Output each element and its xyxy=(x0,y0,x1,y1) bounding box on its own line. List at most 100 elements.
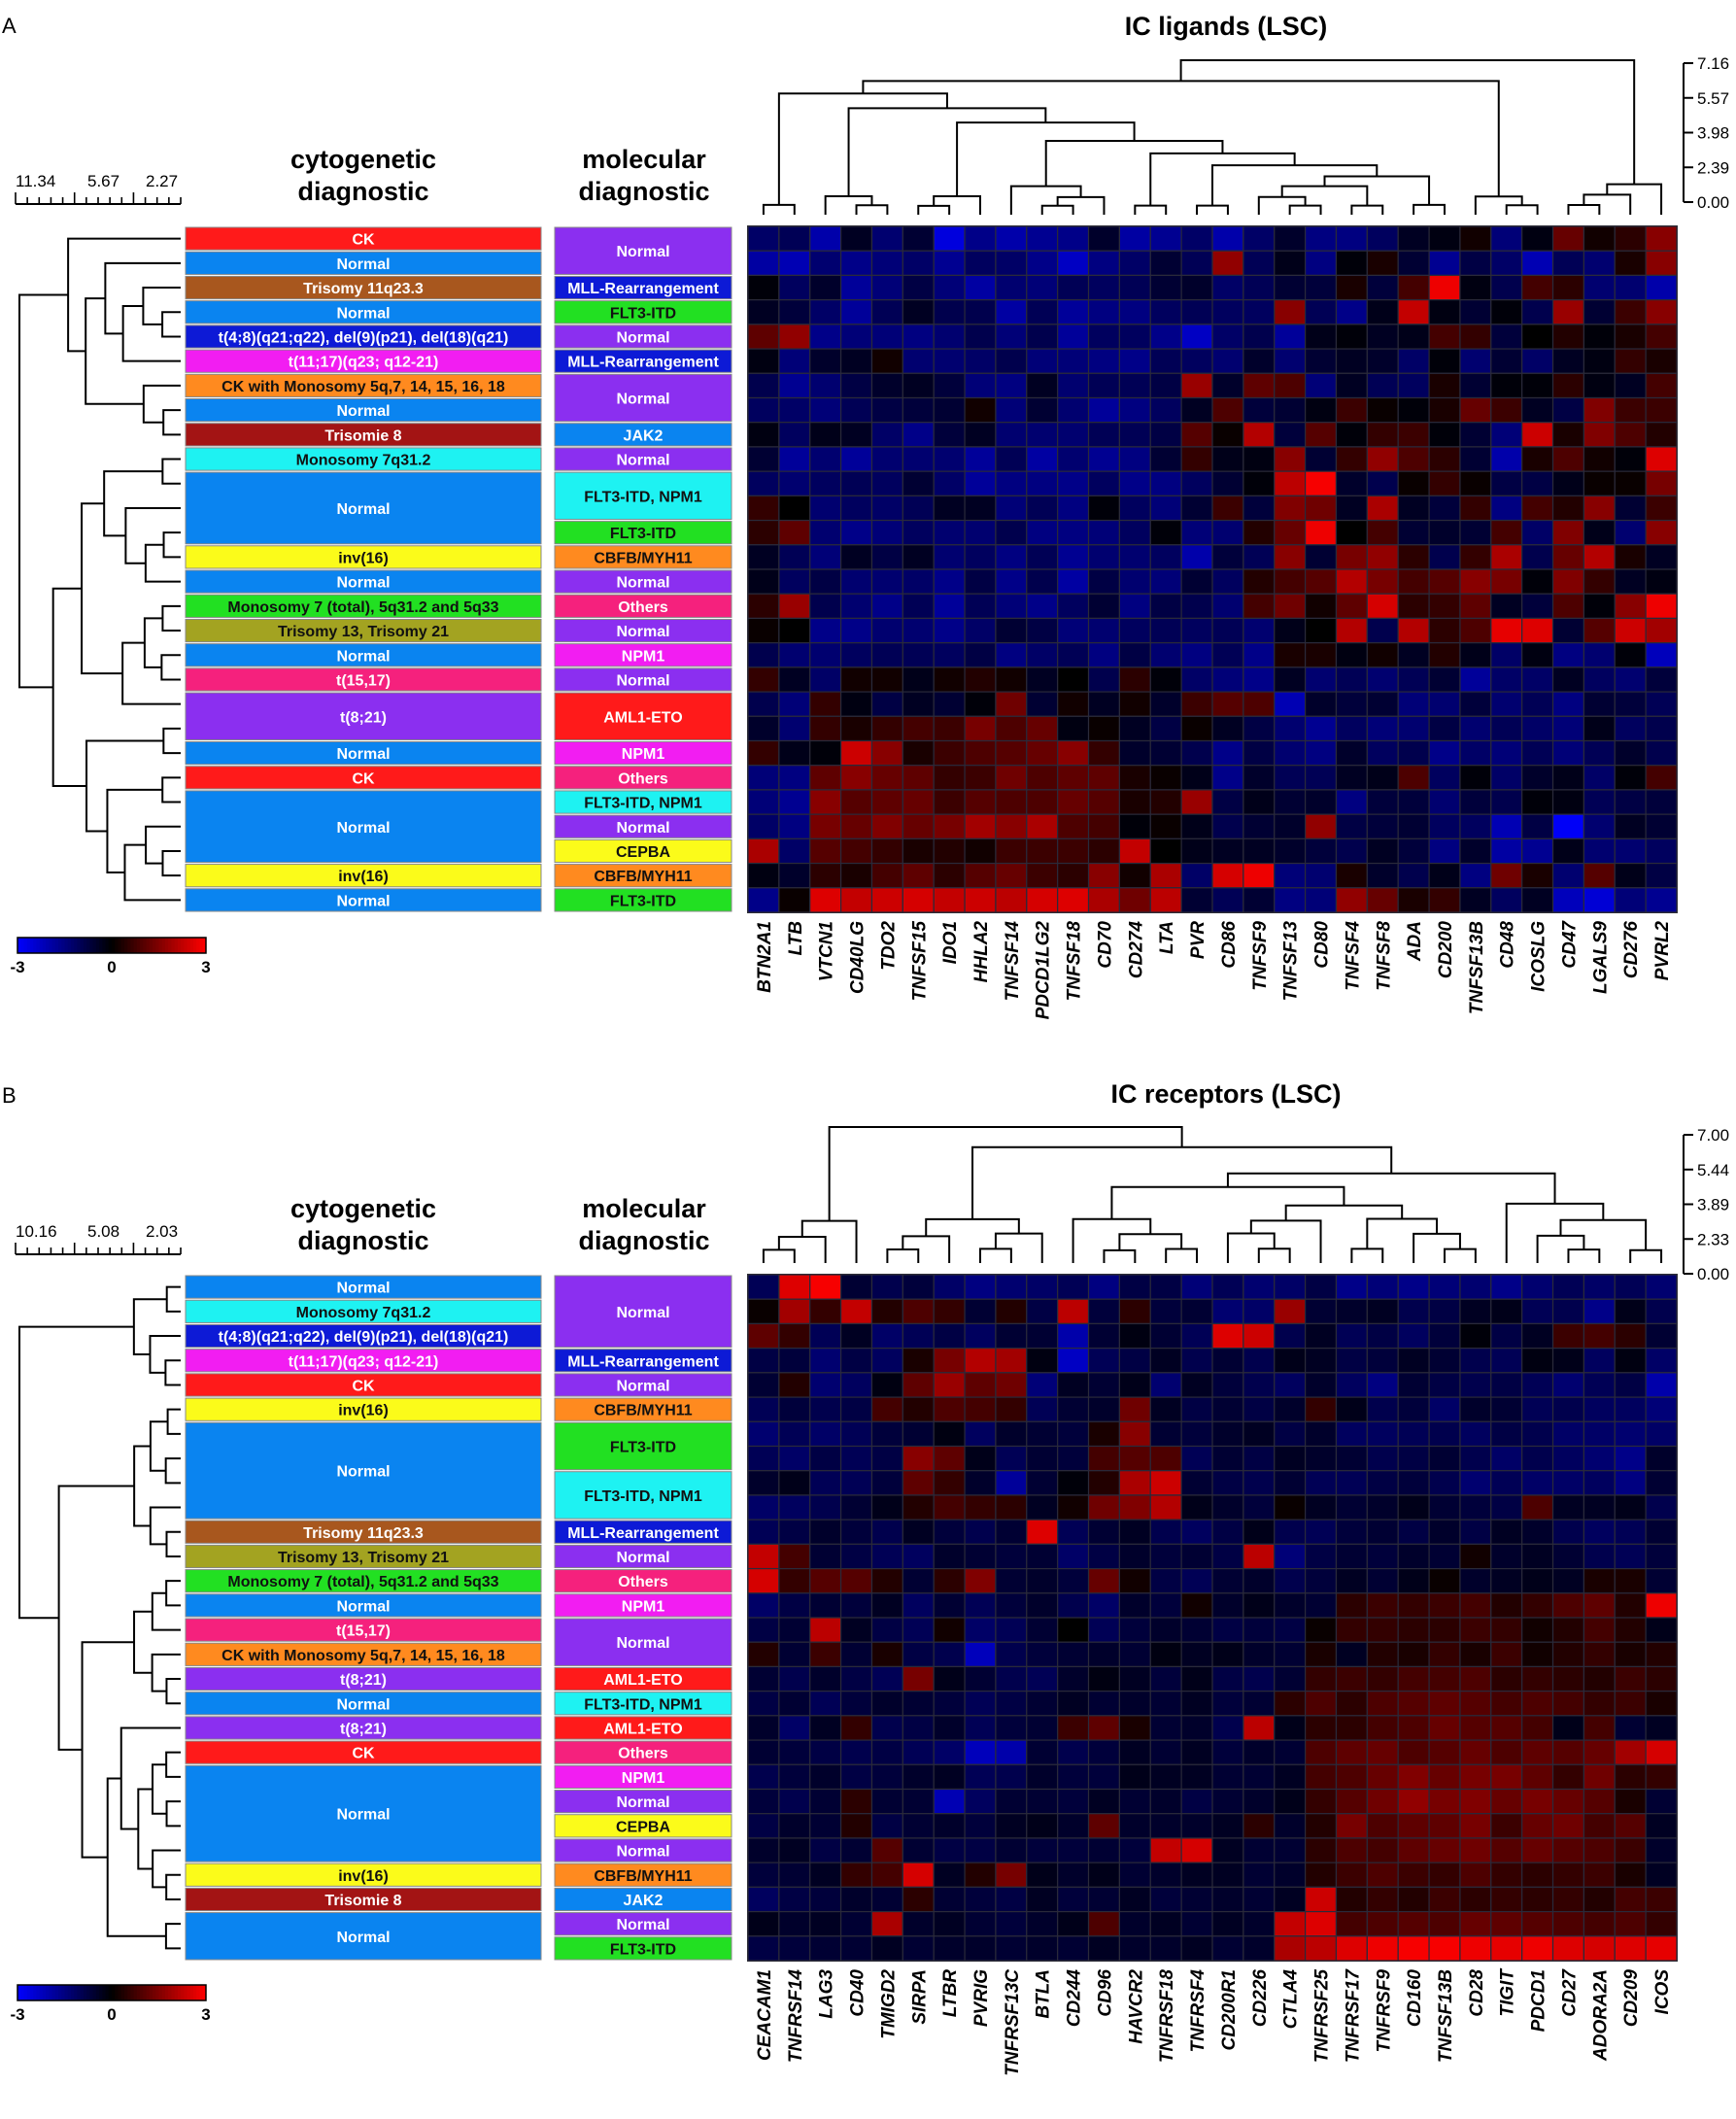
heatmap-cell xyxy=(1087,274,1121,301)
column-label: ICOSLG xyxy=(1529,921,1549,992)
heatmap-cell xyxy=(1428,348,1461,374)
legend-swatch xyxy=(155,1985,159,2000)
heatmap-cell xyxy=(1645,372,1678,399)
heatmap-cell xyxy=(1087,446,1121,472)
heatmap-cell xyxy=(1521,1592,1554,1619)
molecular-group-label: CBFB/MYH11 xyxy=(594,1868,692,1885)
heatmap-cell xyxy=(1057,1274,1090,1300)
heatmap-cell xyxy=(1397,1372,1430,1398)
heatmap-cell xyxy=(1583,813,1616,839)
heatmap-cell xyxy=(995,862,1028,889)
heatmap-cell xyxy=(1026,666,1059,693)
heatmap-cell xyxy=(1057,617,1090,644)
heatmap-cell xyxy=(1211,495,1244,522)
heatmap-cell xyxy=(1645,837,1678,865)
heatmap-cell xyxy=(1490,1739,1523,1765)
heatmap-cell xyxy=(1335,642,1368,668)
molecular-group-box xyxy=(554,667,732,692)
heatmap-cell xyxy=(1459,372,1492,399)
heatmap-cell xyxy=(995,1348,1028,1374)
heatmap-cell xyxy=(1242,1641,1276,1668)
heatmap-cell xyxy=(1335,1274,1368,1300)
heatmap-cell xyxy=(1428,1813,1461,1839)
legend-swatch xyxy=(95,1985,100,2000)
panel-a-label: A xyxy=(2,14,17,38)
heatmap-cell xyxy=(870,225,903,252)
heatmap-cell xyxy=(1521,348,1554,374)
heatmap-cell xyxy=(1335,1837,1368,1863)
heatmap-cell xyxy=(1459,837,1492,865)
heatmap-cell xyxy=(1026,642,1059,668)
heatmap-cell xyxy=(1149,593,1182,620)
heatmap-cell xyxy=(809,519,842,546)
heatmap-cell xyxy=(1335,862,1368,889)
heatmap-cell xyxy=(1490,739,1523,767)
legend-swatch xyxy=(123,1985,128,2000)
molecular-group-label: MLL-Rearrangement xyxy=(567,1353,719,1370)
heatmap-cell xyxy=(1026,470,1059,496)
legend-swatch xyxy=(184,1985,188,2000)
legend-label: -3 xyxy=(10,958,24,976)
heatmap-cell xyxy=(1057,1519,1090,1545)
heatmap-cell xyxy=(964,495,997,522)
heatmap-cell xyxy=(778,1691,811,1717)
legend-swatch xyxy=(80,1985,85,2000)
heatmap-cell xyxy=(1149,1691,1182,1717)
cytogenetic-group-box xyxy=(185,1349,542,1373)
heatmap-cell xyxy=(747,324,780,350)
heatmap-cell xyxy=(1521,495,1554,522)
column-label: CEACAM1 xyxy=(755,1969,775,2061)
heatmap-cell xyxy=(1026,593,1059,620)
heatmap-cell xyxy=(1428,568,1461,595)
heatmap-cell xyxy=(747,372,780,399)
column-label: TNFSF9 xyxy=(1250,921,1271,991)
cytogenetic-group-box xyxy=(185,1544,542,1569)
heatmap-cell xyxy=(747,789,780,815)
panel-b-color-legend: -3 0 3 xyxy=(10,1984,211,2024)
cytogenetic-group-label: Normal xyxy=(336,1930,390,1946)
heatmap-cell xyxy=(964,813,997,839)
dendrogram-branch xyxy=(1288,204,1322,215)
legend-swatch xyxy=(17,938,21,953)
heatmap-cell xyxy=(1118,691,1151,717)
heatmap-cell xyxy=(933,225,966,252)
heatmap-cell xyxy=(933,1739,966,1765)
column-label: PVRL2 xyxy=(1652,921,1673,981)
column-label: CD40LG xyxy=(848,921,868,994)
heatmap-cell xyxy=(902,691,935,717)
dendrogram-branch xyxy=(1350,1247,1384,1263)
heatmap-cell xyxy=(1583,887,1616,913)
heatmap-cell xyxy=(1026,1739,1059,1765)
heatmap-cell xyxy=(1057,544,1090,570)
heatmap-cell xyxy=(1274,1691,1307,1717)
heatmap-cell xyxy=(1087,1274,1121,1300)
heatmap-cell xyxy=(1366,617,1399,644)
heatmap-cell xyxy=(1645,1567,1678,1594)
heatmap-cell xyxy=(809,739,842,767)
heatmap-cell xyxy=(1211,544,1244,570)
heatmap-cell xyxy=(1242,691,1276,717)
molecular-group-box xyxy=(554,1397,732,1421)
heatmap-cell xyxy=(1242,372,1276,399)
heatmap-cell xyxy=(1211,1788,1244,1815)
cytogenetic-group-box xyxy=(185,1912,542,1961)
heatmap-cell xyxy=(1645,446,1678,472)
legend-swatch xyxy=(77,1985,82,2000)
heatmap-cell xyxy=(747,1862,780,1888)
heatmap-cell xyxy=(1211,1298,1244,1325)
dendrogram-branch xyxy=(1226,1172,1556,1204)
heatmap-cell xyxy=(1459,642,1492,668)
heatmap-cell xyxy=(1057,593,1090,620)
heatmap-cell xyxy=(1057,568,1090,595)
heatmap-cell xyxy=(995,495,1028,522)
heatmap-cell xyxy=(1583,593,1616,620)
column-label: CD28 xyxy=(1467,1969,1487,2017)
column-label: TNFSF18 xyxy=(1065,921,1085,1002)
heatmap-cell xyxy=(964,1837,997,1863)
heatmap-cell xyxy=(995,1691,1028,1717)
legend-swatch xyxy=(99,1985,103,2000)
heatmap-cell xyxy=(1242,274,1276,301)
molecular-group-label: Others xyxy=(618,1574,668,1590)
heatmap-cell xyxy=(995,593,1028,620)
column-label: TNFRSF4 xyxy=(1188,1969,1208,2053)
